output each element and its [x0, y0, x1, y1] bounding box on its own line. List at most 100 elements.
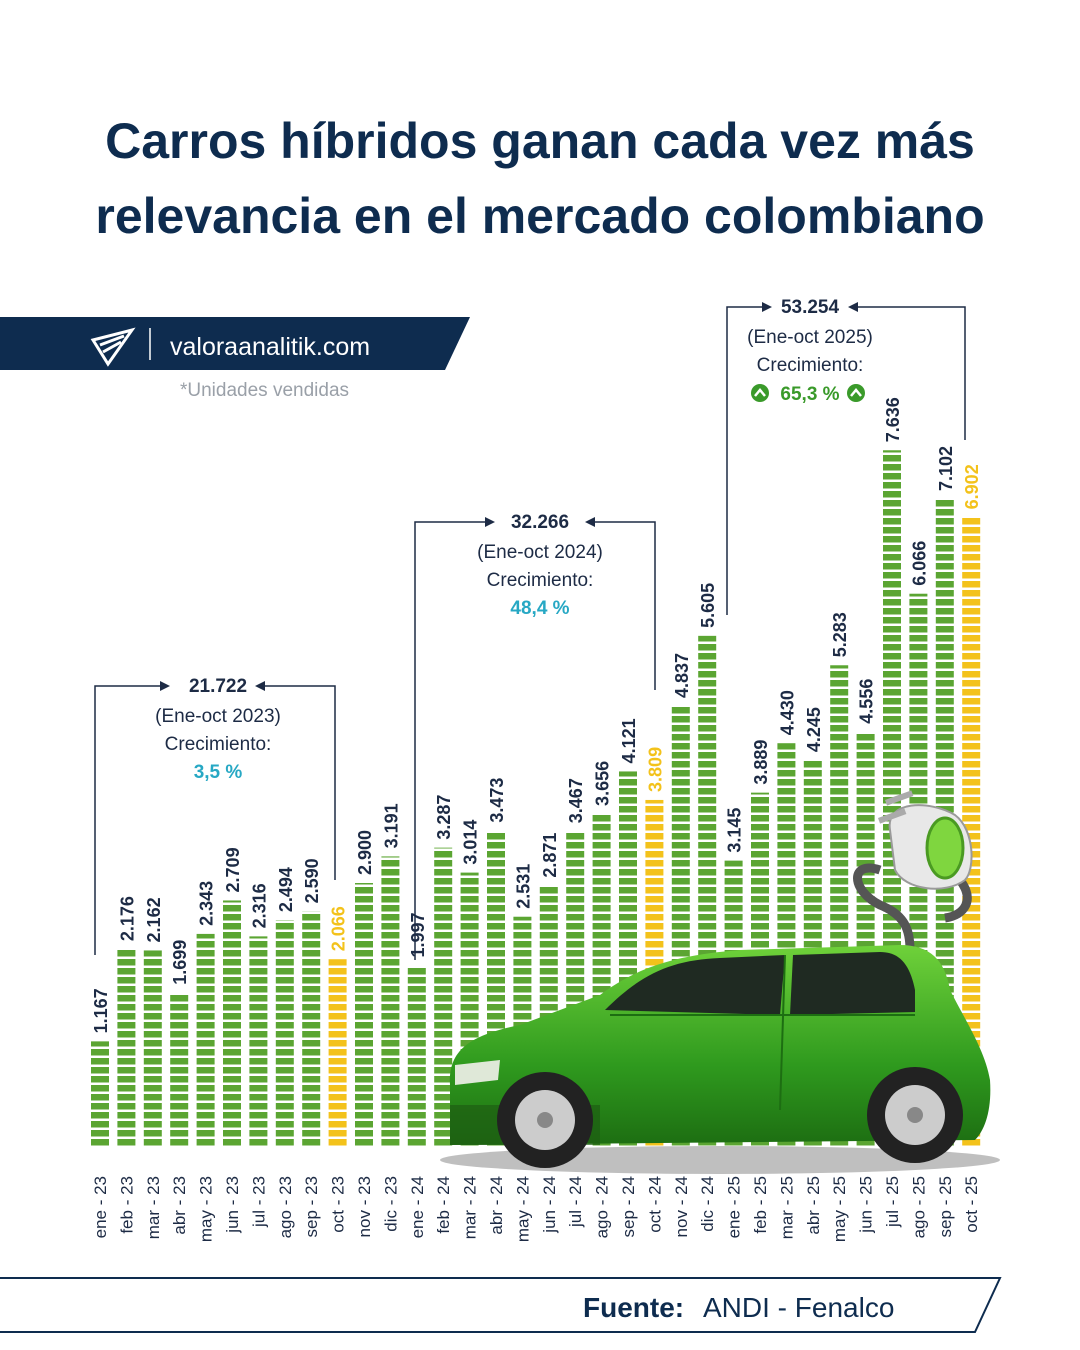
annotation-growth: 48,4 %: [510, 598, 569, 619]
x-tick-label: abr - 24: [487, 1176, 506, 1235]
x-tick-label: may - 23: [197, 1176, 216, 1242]
annotation-growth: 65,3 %: [780, 384, 839, 405]
value-label: 5.283: [830, 612, 850, 657]
x-tick-label: feb - 25: [751, 1176, 770, 1234]
value-label: 1.997: [408, 912, 428, 957]
value-label: 2.871: [540, 833, 560, 878]
bar: [381, 856, 400, 1148]
value-label: 2.066: [329, 906, 349, 951]
value-label: 4.245: [804, 707, 824, 752]
x-tick-label: jul - 24: [566, 1176, 585, 1228]
x-tick-label: mar - 25: [777, 1176, 796, 1239]
value-label: 2.343: [197, 881, 217, 926]
x-tick-label: ago - 24: [593, 1176, 612, 1238]
x-tick-label: dic - 23: [381, 1176, 400, 1232]
bar: [355, 883, 373, 1148]
bar: [328, 959, 347, 1148]
x-tick-label: ene - 25: [725, 1176, 744, 1238]
x-tick-label: jul - 25: [883, 1176, 902, 1228]
x-tick-label: ago - 25: [909, 1176, 928, 1238]
x-tick-label: sep - 24: [619, 1176, 638, 1237]
annotation-growth-label: Crecimiento:: [757, 355, 864, 376]
value-label: 6.066: [909, 541, 929, 586]
value-label: 4.121: [619, 718, 639, 763]
footer-frame: [0, 1277, 1002, 1333]
x-tick-label: nov - 24: [672, 1176, 691, 1237]
x-tick-label: dic - 24: [698, 1176, 717, 1232]
x-tick-label: may - 25: [830, 1176, 849, 1242]
x-tick-label: oct - 24: [645, 1176, 664, 1233]
value-label: 7.102: [936, 446, 956, 491]
value-label: 3.809: [645, 747, 665, 792]
annotation-growth: 3,5 %: [194, 762, 243, 783]
value-label: 4.430: [777, 690, 797, 735]
bar: [275, 920, 294, 1148]
bar: [170, 992, 189, 1148]
annotation-growth-label: Crecimiento:: [165, 734, 272, 755]
value-label: 2.162: [144, 897, 164, 942]
bracket: [94, 685, 336, 955]
bracket: [414, 521, 656, 960]
up-icon: [751, 384, 865, 402]
x-tick-label: jul - 23: [249, 1176, 268, 1228]
bar: [302, 911, 321, 1148]
value-label: 1.699: [170, 940, 190, 985]
value-label: 3.287: [434, 795, 454, 840]
value-label: 5.605: [698, 583, 718, 628]
annotation-growth-label: Crecimiento:: [487, 570, 594, 591]
value-label: 3.145: [725, 808, 745, 853]
car-illustration: [440, 790, 1000, 1174]
x-tick-label: nov - 23: [355, 1176, 374, 1237]
site: valoraanalitik.com: [170, 333, 370, 361]
x-tick-label: mar - 23: [144, 1176, 163, 1239]
value-label: 4.837: [672, 653, 692, 698]
bar: [143, 950, 162, 1148]
value-label: 6.902: [962, 464, 982, 509]
value-label: 3.467: [566, 778, 586, 823]
source: ANDI - Fenalco: [703, 1292, 894, 1323]
annotation-total: 53.254: [781, 297, 840, 318]
bar: [196, 933, 215, 1148]
x-tick-label: ago - 23: [276, 1176, 295, 1238]
bar: [434, 847, 453, 1148]
value-label: 3.473: [487, 778, 507, 823]
x-tick-label: sep - 23: [302, 1176, 321, 1237]
x-tick-label: ene - 23: [91, 1176, 110, 1238]
title-line: Carros híbridos ganan cada vez más: [105, 113, 975, 169]
brand-band: [0, 317, 470, 370]
x-tick-label: jun - 25: [857, 1176, 876, 1234]
x-tick-label: may - 24: [513, 1176, 532, 1242]
bar: [117, 949, 136, 1148]
bracket: [726, 306, 966, 615]
x-tick-label: feb - 24: [434, 1176, 453, 1234]
annotation-period: (Ene-oct 2023): [155, 706, 281, 727]
value-label: 4.556: [857, 679, 877, 724]
value-label: 7.636: [883, 397, 903, 442]
bar: [962, 517, 981, 1148]
source-label: Fuente:: [583, 1292, 684, 1323]
x-tick-label: jun - 23: [223, 1176, 242, 1234]
value-label: 2.590: [302, 858, 322, 903]
value-label: 3.191: [381, 803, 401, 848]
value-label: 2.494: [276, 867, 296, 912]
value-label: 1.167: [91, 988, 111, 1033]
value-label: 2.176: [117, 896, 137, 941]
note: *Unidades vendidas: [180, 380, 349, 401]
bar: [91, 1041, 109, 1148]
annotation-period: (Ene-oct 2025): [747, 327, 873, 348]
bar: [407, 965, 426, 1148]
title-line: relevancia en el mercado colombiano: [95, 188, 984, 244]
x-tick-label: ene - 24: [408, 1176, 427, 1238]
value-label: 2.531: [513, 864, 533, 909]
x-tick-label: mar - 24: [461, 1176, 480, 1239]
annotation-total: 32.266: [511, 512, 569, 533]
value-label: 3.014: [461, 820, 481, 865]
x-tick-label: oct - 23: [329, 1176, 348, 1233]
x-tick-label: oct - 25: [962, 1176, 981, 1233]
value-label: 3.889: [751, 740, 771, 785]
x-tick-label: feb - 23: [117, 1176, 136, 1234]
value-label: 2.709: [223, 847, 243, 892]
x-tick-label: jun - 24: [540, 1176, 559, 1234]
annotation-total: 21.722: [189, 676, 247, 697]
